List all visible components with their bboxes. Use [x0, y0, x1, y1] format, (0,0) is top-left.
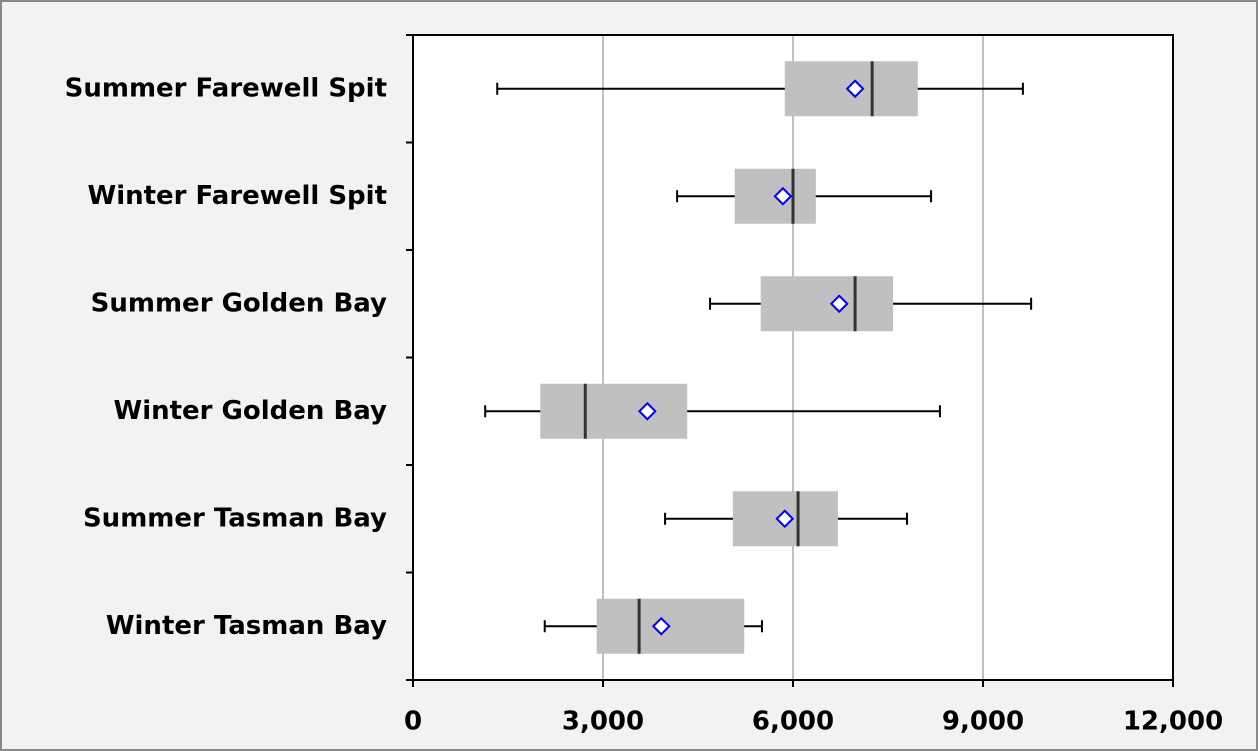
- mean-marker: [651, 616, 671, 636]
- category-label: Winter Tasman Bay: [106, 611, 387, 641]
- x-tick-label: 9,000: [942, 707, 1024, 737]
- mean-marker: [829, 294, 849, 314]
- category-label: Summer Tasman Bay: [83, 503, 387, 533]
- category-label: Winter Farewell Spit: [88, 181, 387, 211]
- x-tick-label: 3,000: [562, 707, 644, 737]
- category-label: Summer Golden Bay: [91, 288, 387, 318]
- category-label: Winter Golden Bay: [114, 396, 388, 426]
- box: [760, 276, 894, 332]
- mean-marker: [845, 79, 865, 99]
- mean-marker: [775, 509, 795, 529]
- x-tick-label: 6,000: [752, 707, 834, 737]
- mean-marker: [773, 186, 793, 206]
- mean-marker: [637, 401, 657, 421]
- box: [540, 383, 688, 439]
- x-tick-label: 12,000: [1123, 707, 1223, 737]
- category-label: Summer Farewell Spit: [65, 73, 387, 103]
- x-tick-label: 0: [404, 707, 422, 737]
